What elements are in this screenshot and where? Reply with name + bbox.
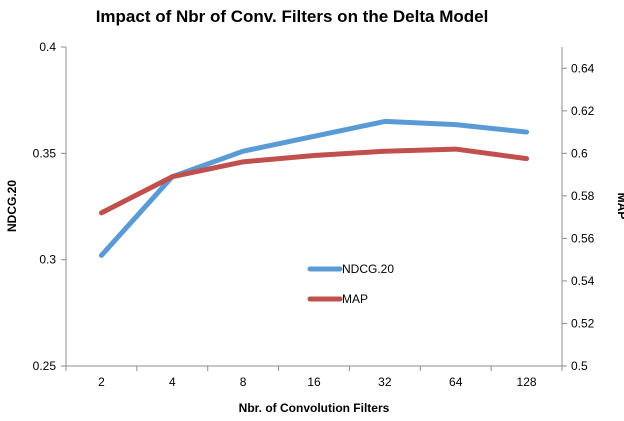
y-right-tick-label: 0.52 xyxy=(571,316,595,330)
x-axis-title: Nbr. of Convolution Filters xyxy=(239,401,390,415)
legend-label-ndcg-20: NDCG.20 xyxy=(342,262,394,276)
y-right-tick-label: 0.54 xyxy=(571,274,595,288)
y-right-tick-label: 0.62 xyxy=(571,104,595,118)
x-tick-label: 128 xyxy=(517,375,537,389)
y-left-tick-label: 0.25 xyxy=(33,359,57,373)
y-left-ticks: 0.25 0.3 0.35 0.4 xyxy=(33,40,66,373)
legend: NDCG.20 MAP xyxy=(307,262,394,306)
chart-title: Impact of Nbr of Conv. Filters on the De… xyxy=(96,7,489,26)
x-ticks: 2 4 8 16 32 64 128 xyxy=(65,366,563,389)
x-tick-label: 16 xyxy=(307,375,321,389)
y-right-axis-title: MAP xyxy=(615,193,624,220)
axes xyxy=(65,47,563,367)
y-right-tick-label: 0.56 xyxy=(571,231,595,245)
y-left-tick-label: 0.35 xyxy=(33,146,57,160)
y-left-axis-title: NDCG.20 xyxy=(5,180,19,232)
series-line-ndcg-20 xyxy=(98,118,530,258)
x-tick-label: 4 xyxy=(169,375,176,389)
series-layer xyxy=(98,118,530,258)
y-right-ticks: 0.5 0.52 0.54 0.56 0.58 0.6 0.62 0.64 xyxy=(562,61,595,373)
x-tick-label: 64 xyxy=(449,375,463,389)
y-right-tick-label: 0.6 xyxy=(571,146,588,160)
legend-label-map: MAP xyxy=(342,292,368,306)
y-left-tick-label: 0.4 xyxy=(39,40,56,54)
y-left-tick-label: 0.3 xyxy=(39,253,56,267)
x-tick-label: 2 xyxy=(98,375,105,389)
x-tick-label: 8 xyxy=(240,375,247,389)
series-line-map xyxy=(98,146,530,216)
y-right-tick-label: 0.58 xyxy=(571,189,595,203)
x-tick-label: 32 xyxy=(378,375,392,389)
y-right-tick-label: 0.64 xyxy=(571,61,595,75)
y-right-tick-label: 0.5 xyxy=(571,359,588,373)
